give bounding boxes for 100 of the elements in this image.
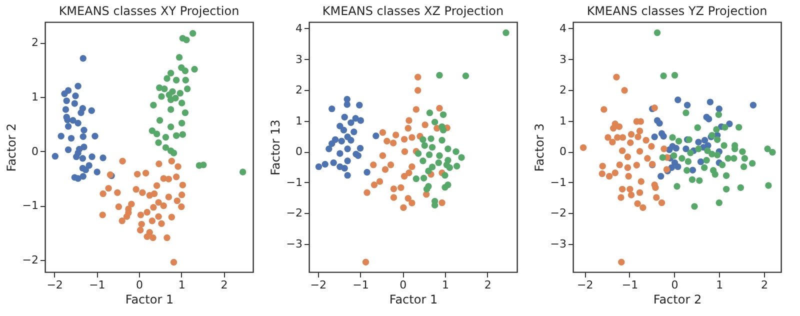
point <box>669 134 676 141</box>
point <box>722 124 728 131</box>
point <box>364 168 370 176</box>
point <box>408 134 416 141</box>
point <box>715 111 722 118</box>
point <box>404 124 412 132</box>
x-tick-label: 2 <box>484 278 492 292</box>
point <box>92 132 98 140</box>
point <box>428 135 434 142</box>
point <box>315 163 322 170</box>
y-tick-label: 2 <box>32 36 38 50</box>
point <box>440 126 447 134</box>
point <box>162 144 170 151</box>
y-tick-label: 0 <box>32 144 38 158</box>
point <box>76 146 83 153</box>
point <box>114 189 121 196</box>
y-tick-label: 1 <box>32 90 38 104</box>
x-tick-label: −1 <box>622 278 638 292</box>
point <box>155 213 162 220</box>
point <box>88 107 95 114</box>
point <box>718 162 726 168</box>
point <box>636 128 644 134</box>
point <box>189 30 196 37</box>
point <box>80 55 86 62</box>
point <box>72 92 79 100</box>
point <box>134 170 141 178</box>
point <box>659 154 666 161</box>
point <box>322 160 328 168</box>
point <box>634 133 642 140</box>
point <box>431 118 438 126</box>
point <box>392 132 400 138</box>
point <box>167 96 174 104</box>
point <box>653 194 660 201</box>
point <box>142 170 150 176</box>
point <box>422 121 428 128</box>
point <box>160 202 167 210</box>
x-tick-label: 0 <box>400 278 407 292</box>
point <box>672 144 680 152</box>
point <box>239 168 246 176</box>
point <box>421 142 428 149</box>
y-tick-label: 3 <box>560 52 566 66</box>
y-tick-label: 3 <box>296 52 302 66</box>
point <box>168 158 176 164</box>
point <box>357 117 364 124</box>
point <box>700 164 708 171</box>
point <box>341 164 348 172</box>
point <box>612 170 618 176</box>
point <box>64 146 72 154</box>
point <box>168 214 176 220</box>
y-tick-label: 4 <box>296 22 302 35</box>
point <box>425 168 432 174</box>
point <box>167 106 174 113</box>
point <box>155 199 162 206</box>
point <box>404 195 412 202</box>
point <box>344 158 351 164</box>
point <box>660 132 667 140</box>
point <box>412 175 420 182</box>
point <box>138 220 145 228</box>
point <box>613 74 620 80</box>
point <box>370 162 377 168</box>
point <box>716 105 722 112</box>
point <box>148 218 156 224</box>
point <box>115 203 122 210</box>
point <box>132 186 140 193</box>
point <box>713 126 720 133</box>
point <box>156 160 162 168</box>
point <box>580 144 587 151</box>
point <box>170 258 178 266</box>
point <box>705 116 712 122</box>
y-axis-title: Factor 2 <box>4 123 18 172</box>
point <box>704 147 711 154</box>
point <box>379 152 386 159</box>
point <box>695 138 702 146</box>
point <box>178 203 185 210</box>
point <box>182 68 189 74</box>
x-tick-label: 2 <box>760 278 768 292</box>
point <box>618 258 625 266</box>
point <box>80 133 86 140</box>
point <box>618 147 626 154</box>
point <box>183 36 190 44</box>
y-tick-label: 0 <box>296 145 302 158</box>
point <box>651 133 658 140</box>
point <box>628 192 635 198</box>
point <box>695 146 702 152</box>
point <box>600 106 608 113</box>
point <box>382 166 389 173</box>
point <box>654 29 661 36</box>
point <box>764 146 771 152</box>
point <box>144 233 150 240</box>
point <box>58 132 64 140</box>
point <box>684 167 690 174</box>
x-axis-title: Factor 1 <box>389 292 438 306</box>
point <box>356 144 364 152</box>
point <box>370 182 378 188</box>
point <box>100 190 106 198</box>
point <box>348 119 354 126</box>
point <box>616 162 623 168</box>
point <box>100 154 106 162</box>
point <box>356 102 363 108</box>
point <box>626 186 634 193</box>
